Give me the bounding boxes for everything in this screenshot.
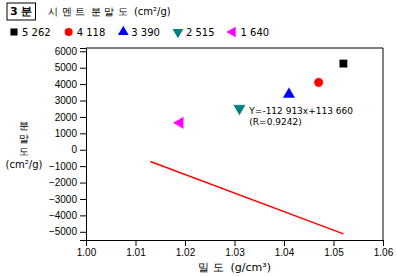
legend-marker <box>226 27 235 38</box>
y-tick: 1000 <box>55 128 86 139</box>
regression-line <box>150 162 343 234</box>
chart: 1.00 1.01 1.02 1.03 1.04 1.05 1.06 −5000 −4000 −3… <box>0 0 397 276</box>
x-tick-mark <box>235 240 236 246</box>
y-tick: 2000 <box>55 112 86 123</box>
y-tick-label: 1000 <box>55 128 78 139</box>
y-tick-mark <box>80 68 86 69</box>
y-tick: −2000 <box>49 177 86 188</box>
x-tick-mark <box>284 240 285 246</box>
x-tick: 1.02 <box>176 240 196 258</box>
x-tick-mark <box>383 240 384 246</box>
x-tick: 1.06 <box>374 240 394 258</box>
x-tick-label: 1.03 <box>225 247 245 258</box>
y-tick: −3000 <box>49 194 86 205</box>
annotation: Y=-112 913x+113 660 <box>248 106 353 116</box>
point <box>233 105 246 116</box>
plot-area <box>150 59 347 233</box>
legend-item: 3 390 <box>118 26 160 38</box>
y-tick-mark <box>80 166 86 167</box>
y-tick: −1000 <box>49 161 86 172</box>
y-tick-mark <box>80 215 86 216</box>
legend-item: 2 515 <box>173 27 215 38</box>
y-axis: −5000 −4000 −3000 −2000 −1000 0 1000 2000 3000 40… <box>49 46 87 241</box>
y-tick-mark <box>80 84 86 85</box>
legend-label: 1 640 <box>241 27 270 38</box>
y-tick-label: −5000 <box>49 226 78 237</box>
legend-item: 5 262 <box>10 27 50 38</box>
y-axis-title: 도 <box>19 146 29 157</box>
y-axis-title: 말 <box>19 133 29 144</box>
x-axis: 1.00 1.01 1.02 1.03 1.04 1.05 1.06 <box>77 240 394 258</box>
y-tick-label: 2000 <box>55 112 78 123</box>
y-tick-label: −3000 <box>49 194 78 205</box>
legend-label: 2 515 <box>186 27 215 38</box>
x-tick: 1.04 <box>275 240 295 258</box>
legend-label: 4 118 <box>77 27 106 38</box>
title-box: 3 분 <box>7 3 35 20</box>
x-tick: 1.01 <box>126 240 146 258</box>
y-axis-line <box>80 49 87 241</box>
legend-marker <box>173 29 184 38</box>
y-tick-label: −4000 <box>49 210 78 221</box>
legend-item: 1 640 <box>226 27 269 38</box>
legend: 시 멘 트 분 말 도 (cm²/g) 5 262 4 118 3 390 2 515 1… <box>10 6 269 38</box>
y-tick: 6000 <box>55 46 86 57</box>
plot-frame-top <box>86 48 383 49</box>
legend-label: 3 390 <box>131 27 160 38</box>
x-tick-label: 1.00 <box>77 247 97 258</box>
y-axis-title: (cm²/g) <box>6 159 43 170</box>
point <box>314 78 323 87</box>
point <box>339 59 347 67</box>
legend-item: 4 118 <box>65 27 106 38</box>
y-tick-label: −2000 <box>49 177 78 188</box>
x-tick: 1.03 <box>225 240 245 258</box>
title-frame <box>7 3 35 20</box>
x-tick-label: 1.01 <box>126 247 146 258</box>
x-tick-mark <box>334 240 335 246</box>
x-tick-label: 1.02 <box>176 247 196 258</box>
y-tick: 3000 <box>55 95 86 106</box>
point <box>283 87 296 98</box>
x-tick-mark <box>185 240 186 246</box>
legend-marker <box>10 28 17 35</box>
x-tick-label: 1.05 <box>324 247 344 258</box>
y-tick: 0 <box>71 144 86 155</box>
legend-marker <box>65 28 73 36</box>
x-tick-label: 1.06 <box>374 247 394 258</box>
x-axis-title: 밀 도 (g/cm³) <box>198 261 271 274</box>
y-tick-mark <box>80 51 86 52</box>
legend-marker <box>118 26 129 35</box>
y-tick: −5000 <box>49 226 86 237</box>
x-tick-mark <box>136 240 137 246</box>
legend-label: 5 262 <box>22 27 51 38</box>
point <box>173 116 184 129</box>
y-tick-label: −1000 <box>49 161 78 172</box>
y-tick-label: 0 <box>71 144 77 155</box>
plot-frame-right <box>383 48 384 240</box>
y-tick: 5000 <box>55 62 86 73</box>
annotation: (R=0.9242) <box>249 117 301 127</box>
y-tick-label: 3000 <box>55 95 78 106</box>
y-tick-label: 5000 <box>55 62 78 73</box>
y-tick-mark <box>80 101 86 102</box>
y-tick-mark <box>80 232 86 233</box>
y-tick-mark <box>80 199 86 200</box>
x-tick: 1.05 <box>324 240 344 258</box>
title: 3 분 <box>10 5 32 18</box>
y-tick-mark <box>80 150 86 151</box>
y-tick-mark <box>80 183 86 184</box>
y-axis-title: 분 <box>19 120 29 131</box>
x-axis-line <box>87 241 384 247</box>
y-tick-mark <box>80 133 86 134</box>
y-tick-label: 4000 <box>55 79 78 90</box>
legend-title: 시 멘 트 분 말 도 (cm²/g) <box>48 6 170 17</box>
y-tick: 4000 <box>55 79 86 90</box>
x-tick: 1.00 <box>77 240 97 258</box>
y-tick-label: 6000 <box>55 46 78 57</box>
x-tick-label: 1.04 <box>275 247 295 258</box>
y-tick: −4000 <box>49 210 86 221</box>
y-tick-mark <box>80 117 86 118</box>
